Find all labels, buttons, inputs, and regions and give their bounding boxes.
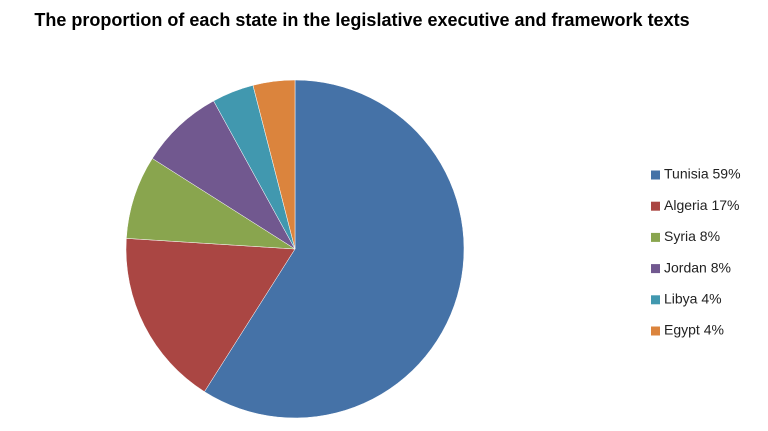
legend-swatch [651, 326, 660, 336]
legend-swatch [651, 201, 660, 211]
legend-label: Jordan 8% [664, 259, 731, 275]
legend-label: Libya 4% [664, 291, 722, 307]
legend-swatch [651, 295, 660, 305]
chart-title: The proportion of each state in the legi… [34, 10, 690, 30]
legend-label: Syria 8% [664, 228, 720, 244]
pie-slice [252, 79, 296, 250]
legend-label: Algeria 17% [664, 197, 740, 213]
legend-swatch [651, 170, 660, 180]
legend-swatch [651, 232, 660, 242]
legend-swatch [651, 264, 660, 274]
pie-slice [125, 238, 296, 393]
legend-label: Egypt 4% [664, 322, 724, 338]
legend-label: Tunisia 59% [664, 166, 741, 182]
pie-slice [204, 79, 465, 419]
